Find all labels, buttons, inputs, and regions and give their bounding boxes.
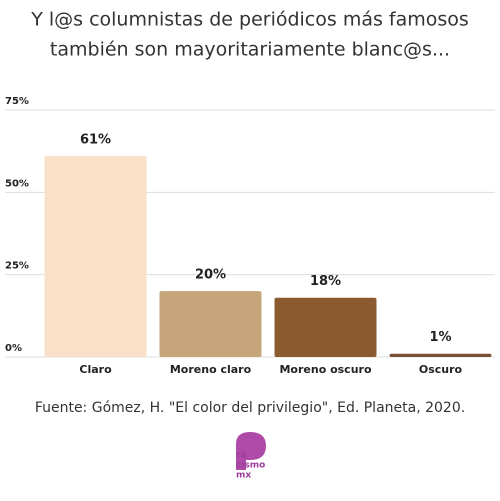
x-tick-label: Moreno oscuro (279, 363, 371, 376)
chart-title: también son mayoritariamente blanc@s... (50, 39, 450, 61)
x-tick-label: Claro (79, 363, 112, 376)
y-tick-label: 75% (5, 96, 29, 107)
y-tick-label: 0% (5, 343, 22, 354)
logo: ra cismo mx (236, 432, 266, 481)
x-tick-label: Oscuro (419, 363, 463, 376)
source: Fuente: Gómez, H. "El color del privileg… (35, 400, 465, 416)
y-tick-label: 50% (5, 178, 29, 189)
bar (44, 156, 147, 357)
x-tick-label: Moreno claro (170, 363, 252, 376)
logo-text: mx (236, 471, 251, 481)
logo-text: cismo (236, 461, 265, 471)
value-label: 18% (310, 274, 341, 289)
y-tick-label: 25% (5, 261, 29, 272)
bar (274, 297, 377, 357)
value-label: 61% (80, 133, 111, 148)
logo-shape (236, 432, 266, 470)
value-label: 20% (195, 268, 226, 283)
bar (159, 291, 262, 357)
bar (389, 353, 492, 357)
chart-title: Y l@s columnistas de periódicos más famo… (30, 9, 469, 31)
logo-text: ra (236, 451, 247, 461)
value-label: 1% (429, 330, 451, 345)
